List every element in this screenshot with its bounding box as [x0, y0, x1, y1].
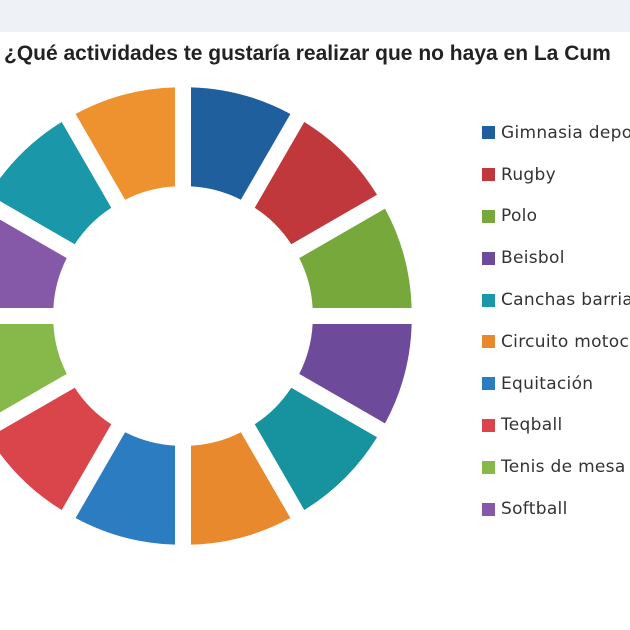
donut-slice-11 — [0, 121, 112, 245]
legend-swatch — [482, 251, 495, 265]
donut-slice-9 — [0, 323, 67, 413]
legend-item: Equitación — [482, 363, 630, 405]
top-band — [0, 0, 630, 32]
donut-slice-2 — [254, 121, 378, 245]
donut-slice-5 — [254, 387, 378, 511]
chart-title: ¿Qué actividades te gustaría realizar qu… — [4, 42, 611, 65]
legend-label: Equitación — [501, 373, 594, 394]
legend-label: Canchas barria — [501, 290, 630, 311]
legend-swatch — [482, 502, 495, 516]
legend-item: Rugby — [482, 154, 630, 196]
legend-item: Gimnasia depo — [482, 112, 630, 154]
legend-item: Teqball — [482, 405, 630, 447]
legend: Gimnasia depo Rugby Polo Beisbol Canchas bar… — [482, 112, 630, 530]
legend-item: Beisbol — [482, 237, 630, 279]
legend-item: Softball — [482, 488, 630, 530]
legend-swatch — [482, 168, 495, 182]
legend-label: Teqball — [501, 415, 563, 436]
legend-swatch — [482, 460, 495, 474]
legend-item: Circuito motoc — [482, 321, 630, 363]
legend-swatch — [482, 126, 495, 140]
legend-label: Softball — [501, 499, 568, 520]
legend-label: Circuito motoc — [501, 331, 630, 352]
legend-item: Canchas barria — [482, 279, 630, 321]
legend-swatch — [482, 377, 495, 391]
donut-slice-3 — [299, 208, 412, 309]
donut-slice-7 — [75, 432, 176, 545]
legend-label: Rugby — [501, 164, 556, 185]
donut-slice-6 — [190, 432, 291, 545]
legend-label: Gimnasia depo — [501, 122, 630, 143]
legend-item: Polo — [482, 196, 630, 238]
donut-slice-8 — [0, 387, 112, 511]
legend-swatch — [482, 209, 495, 223]
legend-label: Tenis de mesa — [501, 457, 626, 478]
legend-swatch — [482, 335, 495, 349]
legend-swatch — [482, 293, 495, 307]
donut-slice-12 — [75, 87, 176, 200]
legend-label: Polo — [501, 206, 538, 227]
legend-swatch — [482, 418, 495, 432]
donut-slice-1 — [190, 87, 291, 200]
legend-item: Tenis de mesa — [482, 446, 630, 488]
donut-slice-4 — [299, 323, 412, 424]
donut-slice-10 — [0, 219, 67, 309]
legend-label: Beisbol — [501, 248, 565, 269]
